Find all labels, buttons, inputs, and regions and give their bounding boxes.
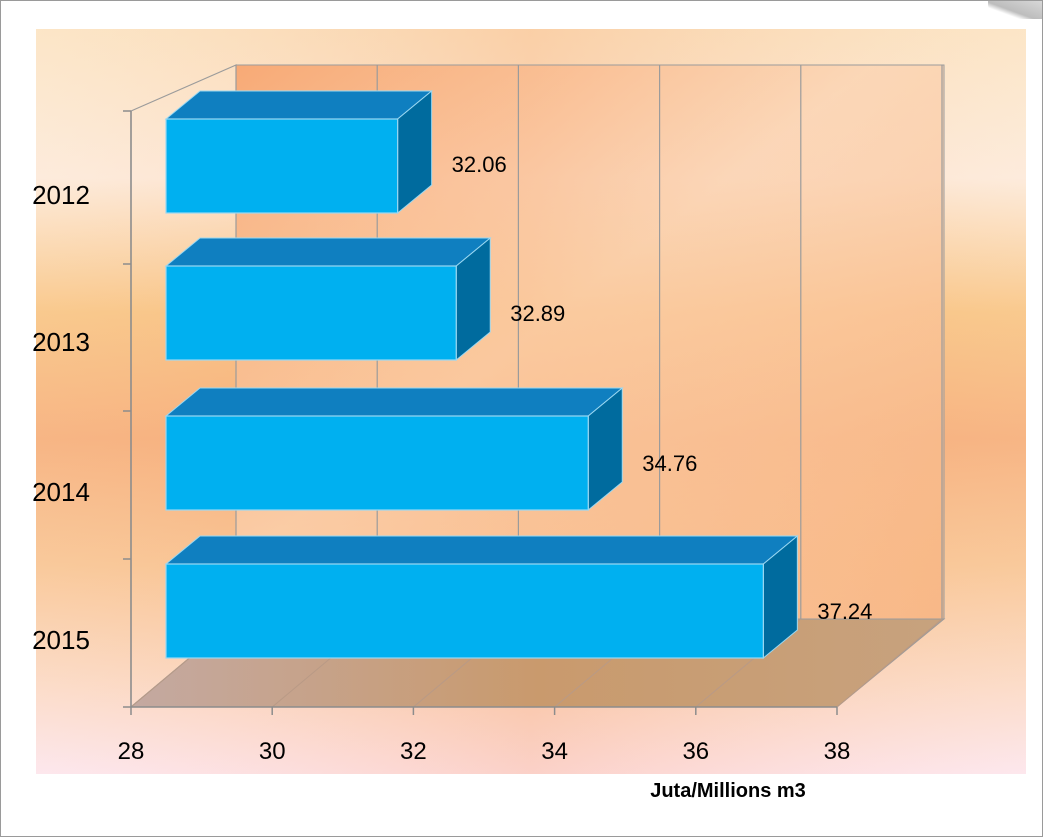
- y-tick-label-2013: 2013: [32, 327, 90, 357]
- x-axis-title: Juta/Millions m3: [650, 780, 806, 802]
- axes: 28 30 32 34 36 38 Juta/Millions m3: [118, 110, 851, 802]
- x-tick-label: 38: [824, 738, 851, 765]
- data-label-2014: 34.76: [642, 451, 697, 476]
- floor-gridline-38: [836, 618, 943, 708]
- bar-top-face: [164, 237, 492, 267]
- x-tick-label: 30: [259, 738, 286, 765]
- x-tick-label: 28: [118, 738, 145, 765]
- labels: 32.06 2012 32.89 2013 34.76 2014 37.24 2015: [32, 152, 872, 655]
- bar-2012: [164, 89, 434, 215]
- x-tick-label: 32: [400, 738, 427, 765]
- data-label-2012: 32.06: [452, 152, 507, 177]
- y-tick-label-2014: 2014: [32, 477, 90, 507]
- page-curl-shadow: [988, 1, 1042, 19]
- bar-2015: [164, 534, 799, 660]
- bar-2014: [164, 386, 624, 512]
- bar-2013: [164, 236, 492, 362]
- data-label-2013: 32.89: [510, 301, 565, 326]
- bar-top-face: [164, 535, 799, 565]
- y-tick-label-2015: 2015: [32, 625, 90, 655]
- bar-top-face: [164, 90, 434, 120]
- bar-front-face: [165, 415, 589, 511]
- x-tick-label: 34: [541, 738, 568, 765]
- data-label-2015: 37.24: [817, 599, 872, 624]
- bar-front-face: [165, 563, 764, 659]
- bar-front-face: [165, 118, 399, 214]
- x-tick-label: 36: [682, 738, 709, 765]
- bars: [164, 89, 799, 660]
- bar-front-face: [165, 265, 457, 361]
- y-tick-label-2012: 2012: [32, 180, 90, 210]
- bar-top-face: [164, 387, 624, 417]
